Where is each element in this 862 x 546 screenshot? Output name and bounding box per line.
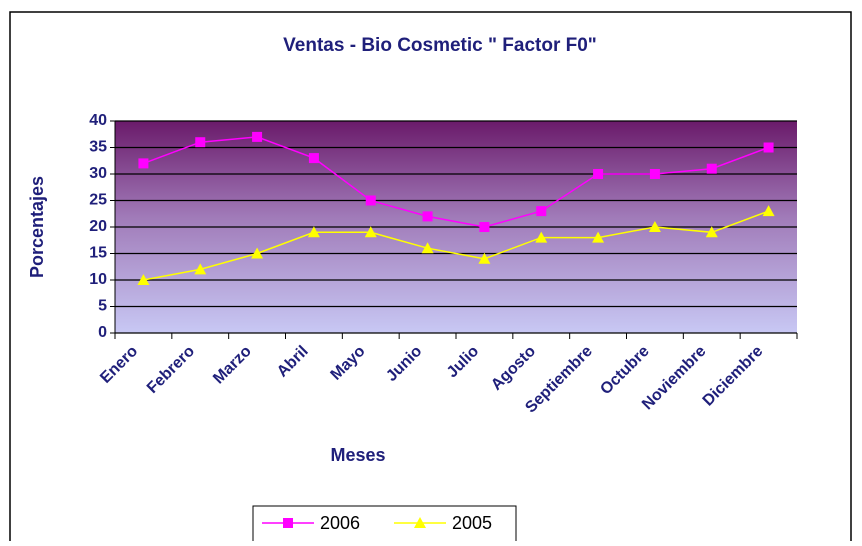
marker [535, 231, 548, 243]
marker [195, 137, 206, 148]
legend [252, 505, 517, 546]
legend-label: 2006 [320, 513, 360, 533]
marker [536, 206, 547, 217]
x-axis-title: Meses [330, 445, 385, 465]
marker [251, 247, 264, 259]
chart-title: Ventas - Bio Cosmetic " Factor F0" [283, 35, 597, 56]
legend-marker [283, 518, 293, 528]
marker [592, 231, 605, 243]
marker [479, 222, 490, 232]
marker [137, 274, 150, 285]
marker [422, 211, 433, 222]
legend-marker [414, 517, 426, 528]
marker [762, 205, 775, 217]
marker [706, 163, 717, 174]
y-tick-label: 15 [89, 245, 107, 262]
y-tick-label: 25 [89, 192, 107, 209]
marker [649, 169, 660, 179]
marker [307, 226, 320, 238]
marker [308, 153, 319, 164]
marker [593, 169, 604, 179]
y-tick-label: 5 [98, 298, 107, 315]
y-tick-label: 0 [98, 324, 107, 341]
marker [194, 263, 207, 275]
series-line [143, 210, 769, 281]
marker [421, 242, 434, 254]
marker [648, 221, 661, 232]
marker [478, 252, 491, 264]
marker [252, 131, 263, 142]
y-tick-label: 30 [89, 165, 107, 182]
marker [138, 158, 149, 169]
y-tick-label: 35 [89, 139, 107, 156]
y-tick-label: 10 [89, 271, 107, 288]
marker [364, 226, 377, 238]
series-line [143, 136, 769, 228]
marker [705, 226, 718, 238]
y-tick-label: 20 [89, 218, 107, 235]
marker [763, 142, 774, 153]
y-tick-label: 40 [89, 112, 107, 129]
legend-label: 2005 [452, 513, 492, 533]
y-axis-title: Porcentajes [27, 176, 47, 278]
marker [365, 195, 376, 206]
